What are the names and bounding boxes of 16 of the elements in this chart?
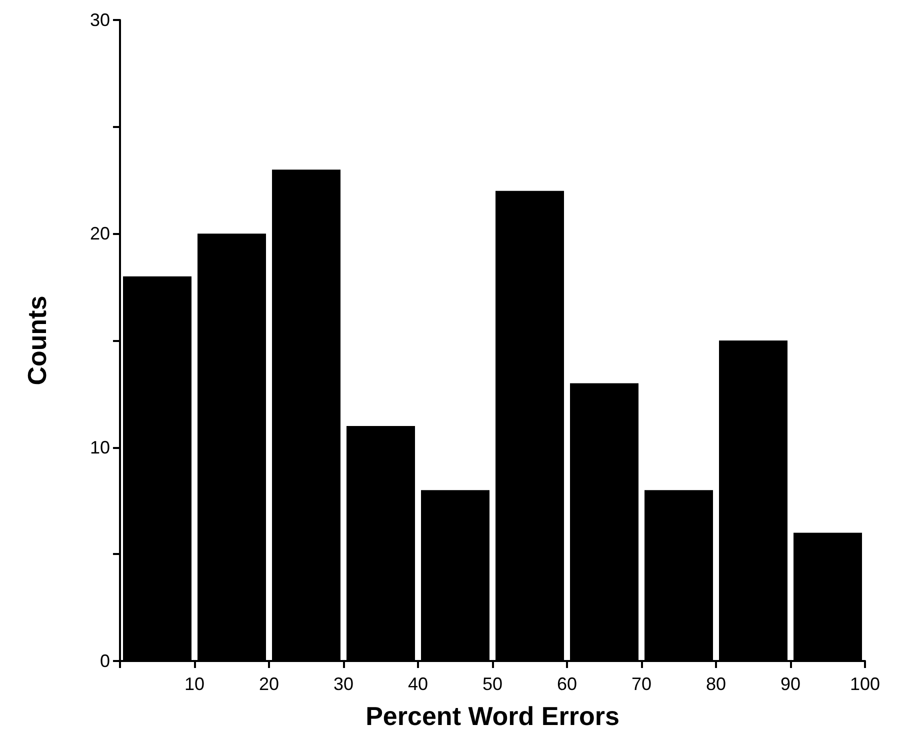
x-tick-label: 100: [850, 674, 880, 694]
y-tick-label: 20: [90, 224, 110, 244]
y-tick-label: 0: [100, 651, 110, 671]
x-tick-label: 20: [258, 674, 280, 694]
x-tick-label: 30: [333, 674, 354, 694]
x-axis-title: Percent Word Errors: [366, 701, 620, 731]
x-tick-label: 90: [780, 674, 801, 694]
x-tick-label: 50: [482, 674, 503, 694]
x-tick-label: 10: [184, 674, 205, 694]
x-tick-label: 60: [556, 674, 578, 694]
x-tick-label: 70: [631, 674, 652, 694]
y-axis-title: Counts: [22, 296, 52, 386]
x-tick-label: 80: [706, 674, 726, 694]
y-tick-label: 10: [90, 437, 110, 458]
y-tick-label: 30: [90, 10, 110, 30]
x-tick-label: 40: [408, 674, 428, 694]
